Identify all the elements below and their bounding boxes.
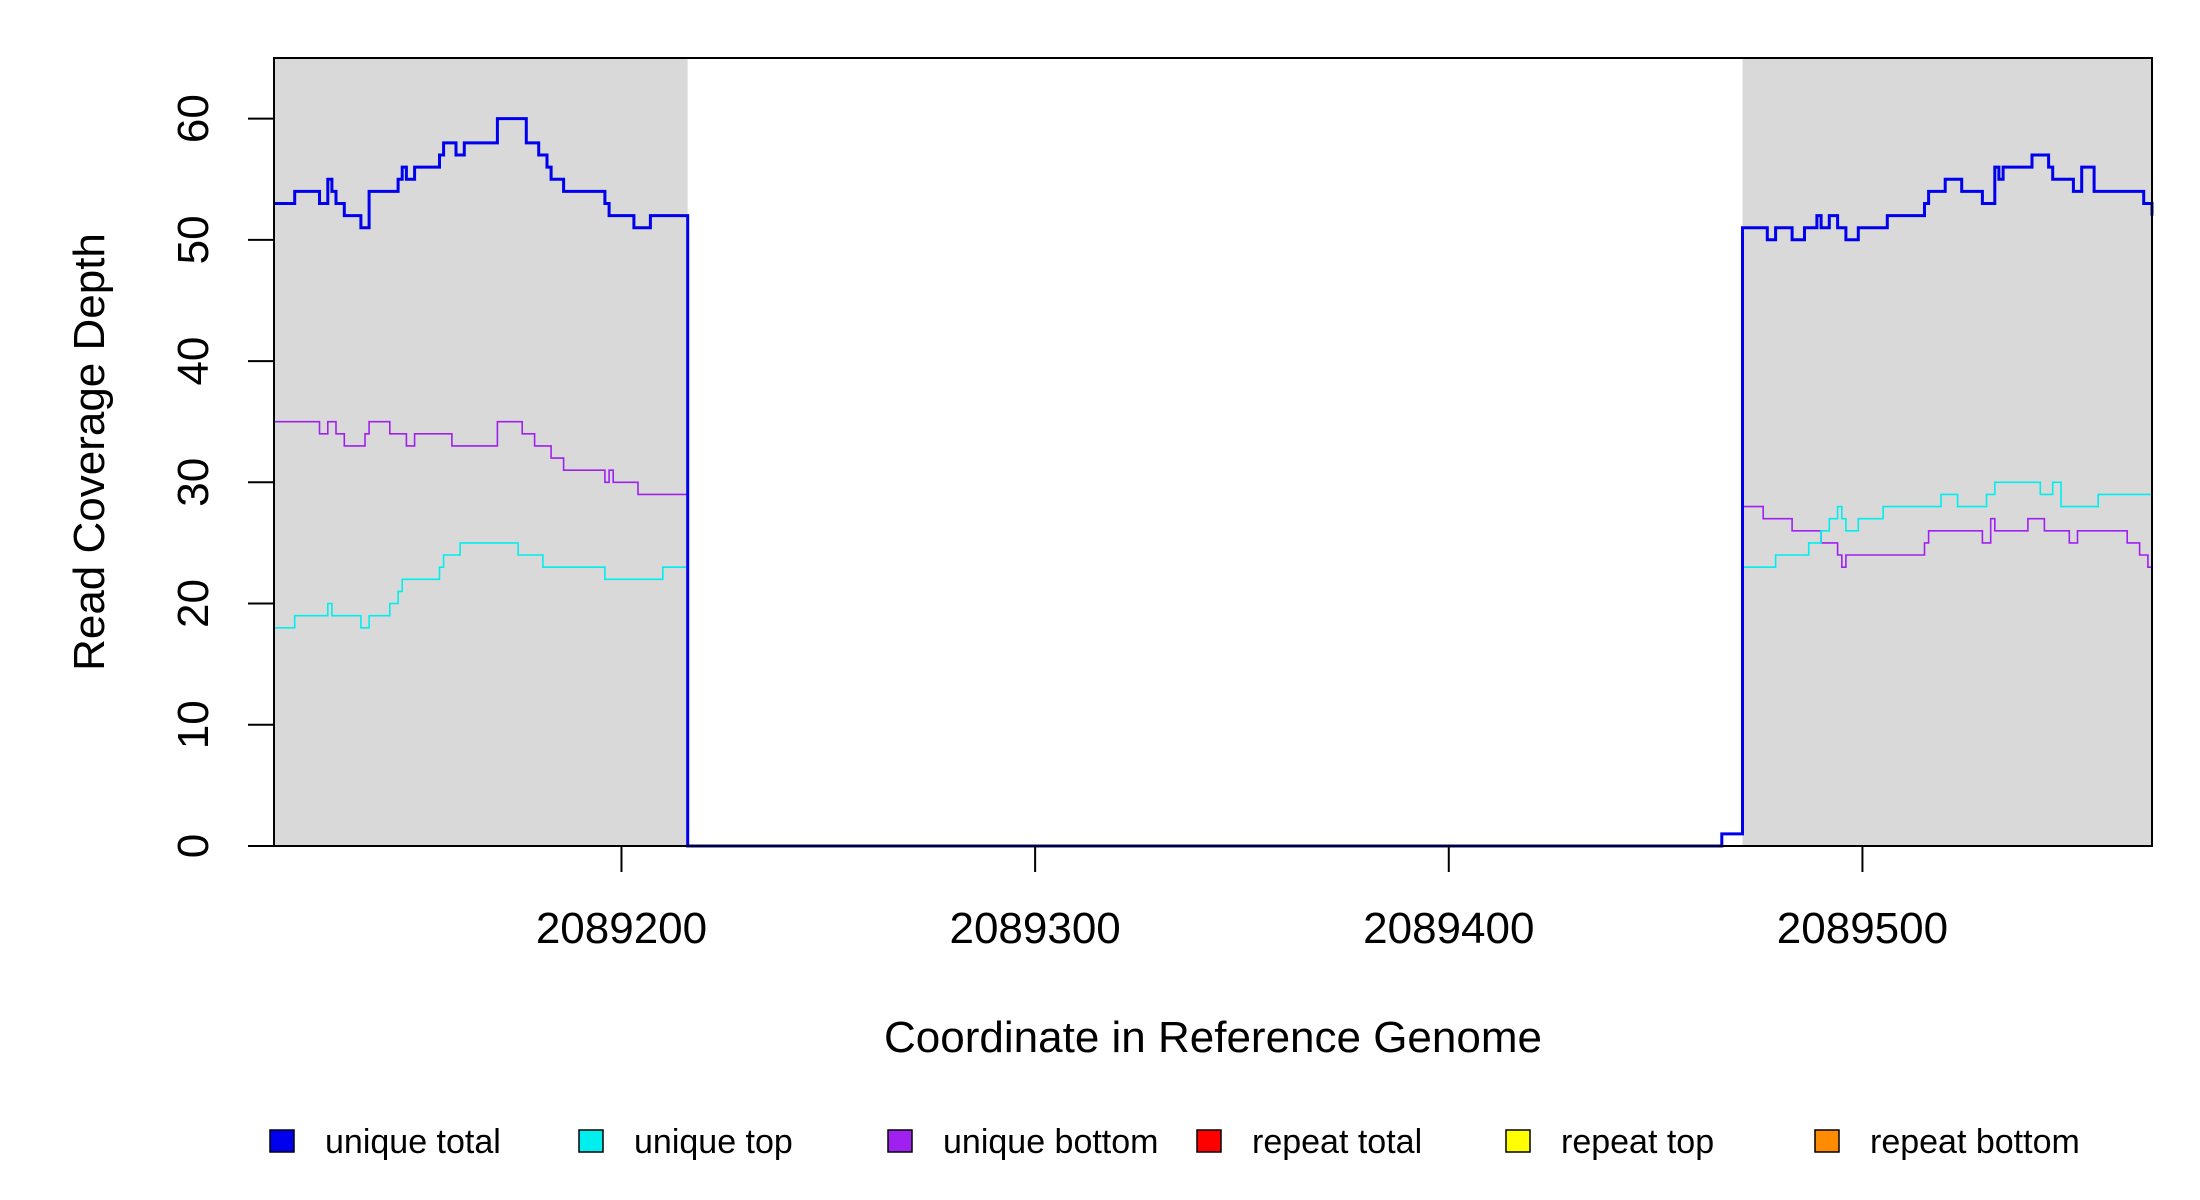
y-tick-label-30: 30 — [169, 458, 218, 507]
y-tick-label-40: 40 — [169, 337, 218, 386]
y-tick-label-50: 50 — [169, 215, 218, 264]
legend-swatch-repeat-top — [1505, 1129, 1531, 1153]
legend-swatch-repeat-bottom — [1814, 1129, 1840, 1153]
legend-item-unique-total: unique total — [269, 1123, 501, 1161]
x-tick-label-2089300: 2089300 — [949, 904, 1120, 953]
x-axis-label: Coordinate in Reference Genome — [884, 1013, 1542, 1062]
legend-item-repeat-total: repeat total — [1196, 1123, 1422, 1161]
legend-swatch-unique-bottom — [887, 1129, 913, 1153]
y-axis: 0 10 20 30 40 50 60 — [169, 94, 275, 858]
legend-label-repeat-total: repeat total — [1252, 1123, 1422, 1161]
y-tick-label-20: 20 — [169, 579, 218, 628]
legend-item-unique-top: unique top — [578, 1123, 793, 1161]
legend-item-unique-bottom: unique bottom — [887, 1123, 1159, 1161]
series-unique-total — [274, 117, 2154, 848]
shaded-region-1 — [274, 58, 688, 846]
shaded-region-2 — [1742, 58, 2152, 846]
legend-label-unique-total: unique total — [325, 1123, 501, 1161]
legend: unique total unique top unique bottom repea… — [269, 1123, 2080, 1161]
legend-item-repeat-bottom: repeat bottom — [1814, 1123, 2080, 1161]
legend-swatch-unique-top — [578, 1129, 604, 1153]
legend-item-repeat-top: repeat top — [1505, 1123, 1714, 1161]
legend-swatch-repeat-total — [1196, 1129, 1222, 1153]
x-axis: 2089200 2089300 2089400 2089500 — [536, 845, 1948, 953]
y-tick-label-10: 10 — [169, 700, 218, 749]
x-tick-label-2089400: 2089400 — [1363, 904, 1534, 953]
legend-swatch-unique-total — [269, 1129, 295, 1153]
legend-label-repeat-bottom: repeat bottom — [1870, 1123, 2080, 1161]
legend-label-unique-bottom: unique bottom — [943, 1123, 1159, 1161]
shaded-regions — [274, 58, 2152, 846]
y-tick-label-0: 0 — [169, 834, 218, 858]
x-tick-label-2089500: 2089500 — [1777, 904, 1948, 953]
x-tick-label-2089200: 2089200 — [536, 904, 707, 953]
y-tick-label-60: 60 — [169, 94, 218, 143]
legend-label-repeat-top: repeat top — [1561, 1123, 1714, 1161]
legend-label-unique-top: unique top — [634, 1123, 793, 1161]
y-axis-label: Read Coverage Depth — [65, 233, 114, 671]
